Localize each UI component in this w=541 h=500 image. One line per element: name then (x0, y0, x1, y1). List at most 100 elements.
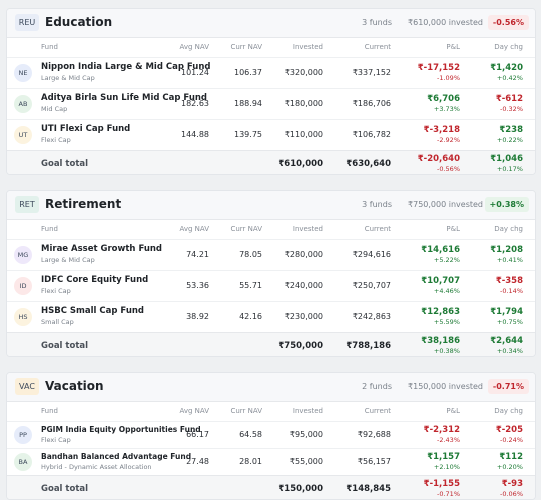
fund-invested: ₹240,000 (284, 280, 323, 290)
column-header: Day chg (494, 407, 523, 415)
fund-curr-nav: 64.58 (239, 429, 262, 439)
goal-change: -0.71% (487, 379, 529, 394)
row-divider (7, 239, 535, 240)
column-header: Day chg (494, 43, 523, 51)
fund-invested: ₹320,000 (284, 67, 323, 77)
fund-category: Mid Cap (41, 104, 68, 113)
goal-fund-count: 3 funds (362, 18, 392, 27)
fund-invested: ₹180,000 (284, 98, 323, 108)
fund-day-pct: +0.41% (496, 255, 523, 264)
fund-category: Large & Mid Cap (41, 255, 95, 264)
fund-invested: ₹95,000 (289, 429, 323, 439)
fund-current: ₹294,616 (352, 249, 391, 259)
goal-badge: REU (15, 14, 39, 31)
column-header: Invested (292, 43, 323, 51)
column-header: Curr NAV (230, 225, 262, 233)
column-header: P&L (446, 225, 460, 233)
fund-curr-nav: 106.37 (234, 67, 262, 77)
goal-total-row: Goal total ₹150,000 ₹148,845 ₹-1,155 -0.71% ₹… (7, 475, 535, 499)
fund-day-pct: +0.20% (496, 462, 523, 471)
fund-current: ₹106,782 (352, 129, 391, 139)
column-header: Day chg (494, 225, 523, 233)
fund-category: Large & Mid Cap (41, 73, 95, 82)
fund-day-change: ₹-205 (495, 424, 523, 435)
column-header: P&L (446, 407, 460, 415)
goal-title: Retirement (45, 197, 122, 211)
goal-total-row: Goal total ₹610,000 ₹630,640 ₹-20,640 -0.56%… (7, 150, 535, 174)
fund-badge: MG (14, 245, 32, 264)
fund-day-change: ₹1,208 (490, 244, 523, 255)
total-pnl-pct: +0.38% (433, 347, 460, 355)
fund-avg-nav: 101.24 (181, 67, 209, 77)
fund-current: ₹250,707 (352, 280, 391, 290)
fund-pnl-pct: +5.59% (433, 317, 460, 326)
total-day-pct: +0.17% (496, 165, 523, 173)
fund-day-change: ₹112 (499, 451, 523, 462)
fund-pnl-pct: +4.46% (433, 286, 460, 295)
fund-pnl: ₹1,157 (427, 451, 460, 462)
goal-card: REU Education -0.56% ₹610,000 invested 3 fun… (6, 8, 536, 175)
total-pnl: ₹-20,640 (417, 154, 460, 164)
goal-invested: ₹610,000 invested (408, 18, 483, 27)
column-header: Avg NAV (179, 225, 209, 233)
total-day-pct: -0.06% (500, 490, 523, 498)
fund-curr-nav: 42.16 (239, 311, 262, 321)
column-header: Fund (41, 407, 58, 415)
fund-badge: UT (14, 125, 32, 144)
fund-pnl-pct: +5.22% (433, 255, 460, 264)
fund-invested: ₹280,000 (284, 249, 323, 259)
fund-day-change: ₹1,794 (490, 306, 523, 317)
fund-curr-nav: 28.01 (239, 456, 262, 466)
row-divider (7, 301, 535, 302)
total-pnl: ₹-1,155 (423, 479, 460, 489)
column-header: Curr NAV (230, 43, 262, 51)
fund-badge: BA (14, 452, 32, 471)
fund-avg-nav: 38.92 (186, 311, 209, 321)
goal-card: VAC Vacation -0.71% ₹150,000 invested 2 fund… (6, 372, 536, 500)
fund-pnl: ₹-17,152 (417, 62, 460, 73)
fund-day-pct: -0.32% (500, 104, 523, 113)
fund-day-change: ₹238 (499, 124, 523, 135)
goal-card: RET Retirement +0.38% ₹750,000 invested 3 fu… (6, 190, 536, 357)
column-header: Fund (41, 225, 58, 233)
fund-name: Aditya Birla Sun Life Mid Cap Fund (41, 92, 208, 103)
goal-invested: ₹750,000 invested (408, 200, 483, 209)
goal-fund-count: 3 funds (362, 200, 392, 209)
fund-badge: PP (14, 425, 32, 444)
fund-avg-nav: 66.17 (186, 429, 209, 439)
total-label: Goal total (41, 159, 89, 169)
total-current: ₹148,845 (346, 484, 391, 494)
goal-total-row: Goal total ₹750,000 ₹788,186 ₹38,186 +0.38% ₹… (7, 332, 535, 356)
column-header: Current (364, 43, 391, 51)
goal-badge: VAC (15, 378, 39, 395)
fund-avg-nav: 27.48 (186, 456, 209, 466)
column-header: Fund (41, 43, 58, 51)
fund-pnl: ₹-3,218 (423, 124, 460, 135)
total-invested: ₹750,000 (278, 341, 323, 351)
fund-category: Small Cap (41, 317, 74, 326)
total-day-pct: +0.34% (496, 347, 523, 355)
column-header: P&L (446, 43, 460, 51)
column-header: Avg NAV (179, 407, 209, 415)
row-divider (7, 57, 535, 58)
fund-avg-nav: 74.21 (186, 249, 209, 259)
total-pnl-pct: -0.56% (437, 165, 460, 173)
total-label: Goal total (41, 341, 89, 351)
column-header: Current (364, 407, 391, 415)
fund-category: Flexi Cap (41, 435, 71, 444)
fund-badge: AB (14, 94, 32, 113)
fund-pnl: ₹10,707 (421, 275, 460, 286)
total-day-change: ₹-93 (501, 479, 523, 489)
fund-invested: ₹55,000 (289, 456, 323, 466)
goal-invested: ₹150,000 invested (408, 382, 483, 391)
fund-pnl-pct: -2.92% (437, 135, 460, 144)
row-divider (7, 421, 535, 422)
fund-name: Bandhan Balanced Advantage Fund (41, 451, 192, 461)
goal-header: REU Education -0.56% ₹610,000 invested 3 fun… (7, 9, 535, 38)
row-divider (7, 119, 535, 120)
fund-day-pct: -0.14% (500, 286, 523, 295)
fund-current: ₹337,152 (352, 67, 391, 77)
total-day-change: ₹1,046 (490, 154, 523, 164)
column-header: Invested (292, 225, 323, 233)
